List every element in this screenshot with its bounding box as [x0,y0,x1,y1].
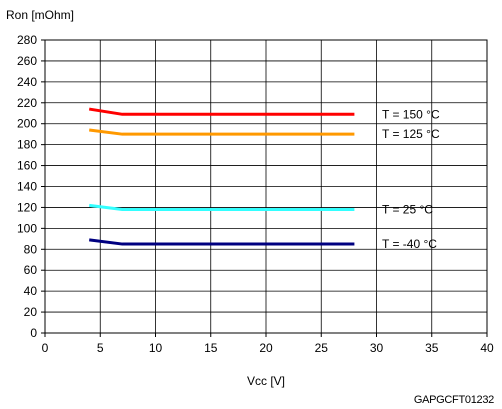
y-tick-label: 40 [24,284,38,298]
x-axis-label: Vcc [V] [247,374,285,388]
y-tick-label: 0 [30,326,37,340]
series-labels: T = 150 °C T = 125 °C T = 25 °C T = -40 °C [382,107,440,251]
grid [41,39,488,337]
series-line [89,203,355,212]
plot-area [44,39,488,334]
x-tick-label: 20 [259,341,273,355]
y-tick-label: 160 [17,159,37,173]
y-tick-label: 80 [24,242,38,256]
x-tick-label: 15 [204,341,218,355]
y-tick-label: 260 [17,54,37,68]
x-tick-label: 30 [370,341,384,355]
series-line [89,238,355,246]
y-tick-label: 100 [17,221,37,235]
y-tick-label: 200 [17,117,37,131]
y-tick-label: 280 [17,33,37,47]
y-tick-label: 240 [17,75,37,89]
series-label: T = 125 °C [382,127,440,141]
y-tick-label: 60 [24,263,38,277]
series-label: T = 25 °C [382,203,433,217]
y-axis-label: Ron [mOhm] [6,8,74,22]
x-tick-label: 10 [149,341,163,355]
x-tick-label: 5 [97,341,104,355]
x-tick-label: 25 [315,341,329,355]
series-line [89,128,355,136]
y-tick-label: 20 [24,305,38,319]
y-tick-label: 120 [17,200,37,214]
x-tick-labels: 0 5 10 15 20 25 30 35 40 [42,341,494,355]
x-tick-label: 40 [480,341,494,355]
series-label: T = -40 °C [382,237,437,251]
x-tick-label: 35 [425,341,439,355]
x-tick-label: 0 [42,341,49,355]
series-lines [88,107,355,246]
series-label: T = 150 °C [382,107,440,121]
y-tick-label: 220 [17,96,37,110]
figure-code: GAPGCFT01232 [414,394,494,406]
y-tick-label: 140 [17,180,37,194]
series-line [88,107,355,116]
y-tick-label: 180 [17,138,37,152]
y-tick-labels: 0 20 40 60 80 100 120 140 160 180 200 220 240 260 280 [17,33,37,340]
